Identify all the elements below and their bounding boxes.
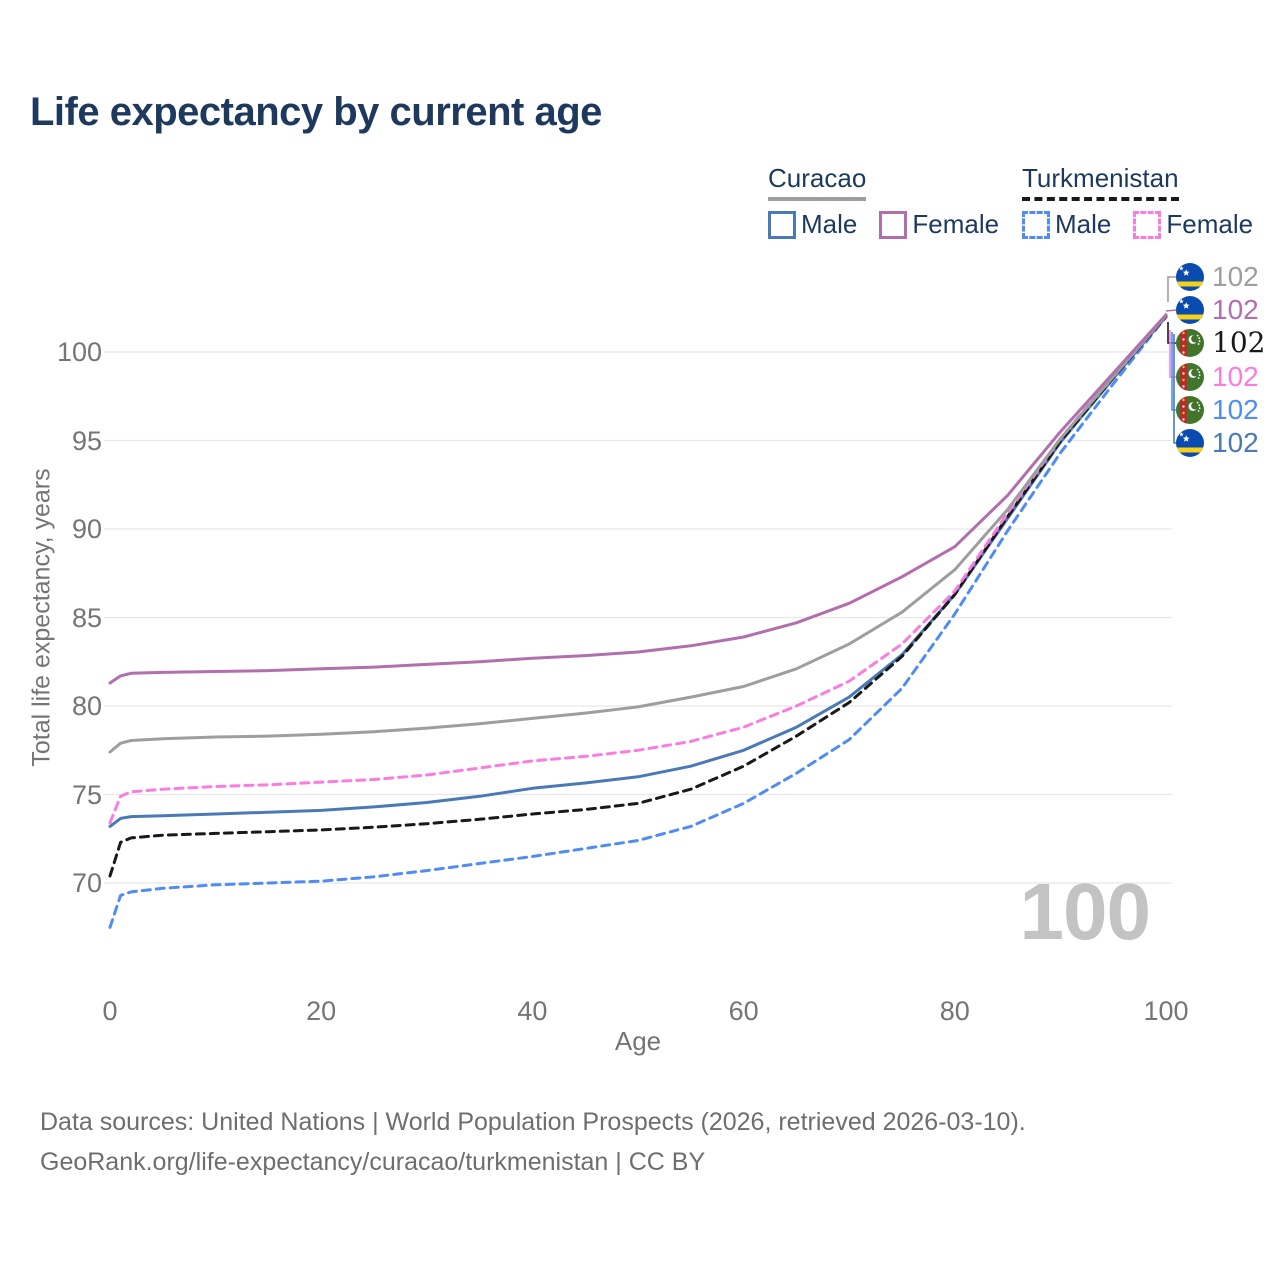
hovered-age-watermark: 100 (1019, 867, 1151, 956)
series-line-curacao-female[interactable] (108, 313, 1168, 685)
x-tick-label-20: 20 (306, 996, 337, 1026)
series-line-turkmenistan-both-sexes[interactable] (108, 315, 1168, 878)
turkmenistan-flag-icon (1176, 363, 1204, 391)
turkmenistan-female-swatch-icon (1133, 210, 1162, 239)
curacao-flag-icon (1176, 429, 1204, 457)
legend-item-curacao-female[interactable]: Female (879, 209, 999, 240)
legend-item-label: Female (912, 209, 1000, 239)
y-tick-label-85: 85 (71, 602, 102, 633)
footer-attribution: GeoRank.org/life-expectancy/curacao/turk… (40, 1148, 706, 1176)
turkmenistan-male-swatch-icon (1022, 210, 1050, 239)
legend-header-turkmenistan: Turkmenistan (1022, 163, 1179, 201)
curacao-male-swatch-icon (768, 210, 796, 239)
y-tick-label-90: 90 (71, 514, 102, 544)
x-axis-title: Age (614, 1026, 662, 1056)
legend-group-turkmenistan: Turkmenistan Male Female (1022, 163, 1253, 240)
end-value: 102 (1212, 393, 1259, 425)
y-tick-label-80: 80 (71, 691, 102, 721)
series-line-turkmenistan-male[interactable] (108, 315, 1168, 929)
end-label-curacao-male[interactable]: 102 (1176, 428, 1259, 458)
turkmenistan-flag-icon (1176, 329, 1204, 357)
x-tick-label-100: 100 (1143, 996, 1189, 1026)
leader-line-0 (1167, 276, 1176, 302)
legend-item-turkmenistan-female[interactable]: Female (1133, 209, 1253, 240)
x-tick-label-80: 80 (939, 996, 970, 1026)
page-title: Life expectancy by current age (30, 90, 602, 134)
end-value: 102 (1212, 360, 1259, 392)
curacao-flag-icon (1176, 296, 1204, 324)
y-tick-label-100: 100 (56, 337, 102, 367)
legend-item-label: Male (1055, 209, 1112, 239)
end-label-curacao-both-sexes[interactable]: 102 (1176, 262, 1259, 292)
x-tick-label-0: 0 (102, 996, 118, 1026)
end-label-turkmenistan-female[interactable]: 102 (1176, 360, 1259, 392)
series-line-curacao-both-sexes[interactable] (108, 314, 1168, 754)
curacao-female-swatch-icon (879, 210, 908, 239)
end-label-turkmenistan-male[interactable]: 102 (1176, 393, 1259, 425)
legend-group-curacao: Curacao Male Female (768, 163, 999, 240)
end-label-turkmenistan-both-sexes[interactable]: 102 (1176, 328, 1265, 358)
legend-item-turkmenistan-male[interactable]: Male (1022, 209, 1111, 240)
leader-line-5 (1173, 334, 1176, 444)
end-value: 102 (1212, 294, 1259, 326)
legend-header-curacao: Curacao (768, 163, 867, 201)
end-label-curacao-female[interactable]: 102 (1176, 295, 1259, 325)
y-tick-label-70: 70 (71, 868, 102, 898)
end-value: 102 (1212, 427, 1259, 458)
legend-item-curacao-male[interactable]: Male (768, 209, 857, 240)
y-tick-label-75: 75 (71, 779, 102, 810)
end-value: 102 (1212, 326, 1266, 360)
x-tick-label-60: 60 (728, 996, 759, 1026)
turkmenistan-flag-icon (1176, 396, 1204, 424)
end-value: 102 (1212, 261, 1259, 292)
footer-data-sources: Data sources: United Nations | World Pop… (40, 1108, 1026, 1136)
x-tick-label-40: 40 (517, 996, 548, 1026)
legend-item-label: Male (801, 209, 858, 239)
legend-item-label: Female (1166, 209, 1254, 239)
curacao-flag-icon (1176, 263, 1204, 291)
leader-line-1 (1165, 309, 1177, 312)
y-tick-label-95: 95 (71, 425, 102, 456)
series-line-turkmenistan-female[interactable] (108, 313, 1168, 825)
